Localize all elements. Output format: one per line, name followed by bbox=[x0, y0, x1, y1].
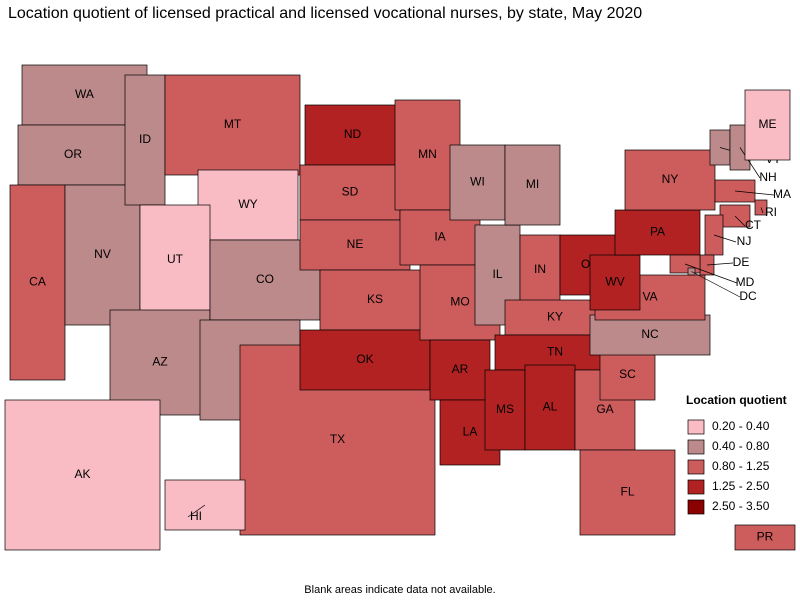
state bbox=[614, 209, 701, 256]
state-label: SC bbox=[619, 367, 636, 381]
state-label: RI bbox=[765, 205, 777, 219]
state-label: ND bbox=[344, 127, 362, 141]
legend-swatch bbox=[687, 439, 705, 455]
state bbox=[624, 149, 716, 211]
state-label: FL bbox=[620, 485, 634, 499]
state-label: MD bbox=[736, 275, 755, 289]
state-label: KY bbox=[547, 310, 563, 324]
state-label: MI bbox=[526, 177, 539, 191]
leader-line bbox=[684, 263, 738, 284]
leader-line bbox=[760, 207, 764, 214]
state-label: NV bbox=[94, 247, 111, 261]
state-label: SD bbox=[342, 185, 359, 199]
state bbox=[599, 349, 656, 401]
state-label: MA bbox=[773, 187, 791, 201]
state bbox=[164, 74, 301, 176]
state-label: MS bbox=[496, 402, 514, 416]
state-label: CO bbox=[256, 272, 274, 286]
legend-swatch bbox=[687, 499, 705, 515]
state-label: OK bbox=[356, 352, 373, 366]
state-label: WA bbox=[75, 87, 94, 101]
state bbox=[524, 364, 576, 451]
state bbox=[394, 99, 461, 211]
state-label: PR bbox=[757, 530, 774, 544]
state bbox=[734, 524, 796, 551]
leader-line bbox=[713, 234, 737, 243]
state bbox=[304, 104, 401, 166]
footnote: Blank areas indicate data not available. bbox=[304, 584, 495, 596]
state-label: LA bbox=[463, 425, 478, 439]
state-label: TN bbox=[547, 345, 563, 359]
legend-label: 2.50 - 3.50 bbox=[712, 499, 770, 513]
state-label: UT bbox=[167, 252, 184, 266]
state-label: NH bbox=[759, 170, 776, 184]
state bbox=[299, 164, 401, 221]
state bbox=[9, 184, 66, 381]
state-label: CT bbox=[745, 218, 762, 232]
leader-line bbox=[706, 262, 734, 266]
state-label: NJ bbox=[737, 234, 752, 248]
legend-title: Location quotient bbox=[686, 393, 787, 407]
legend-swatch bbox=[687, 459, 705, 475]
state-label: MO bbox=[450, 295, 469, 309]
state bbox=[579, 449, 676, 536]
state-label: DE bbox=[733, 255, 750, 269]
state-label: GA bbox=[596, 402, 613, 416]
state-label: WI bbox=[470, 175, 485, 189]
state bbox=[17, 124, 129, 186]
state-label: WY bbox=[238, 197, 257, 211]
state-label: AL bbox=[543, 400, 558, 414]
state-label: MN bbox=[418, 147, 437, 161]
state-label: IN bbox=[534, 262, 546, 276]
state-label: PA bbox=[650, 225, 665, 239]
state bbox=[504, 144, 561, 226]
state bbox=[124, 74, 166, 206]
state-label: IA bbox=[434, 230, 445, 244]
state-label: AK bbox=[74, 467, 90, 481]
state-label: CA bbox=[29, 275, 46, 289]
state-label: ME bbox=[759, 117, 777, 131]
legend-swatch bbox=[687, 419, 705, 435]
state-label: NY bbox=[662, 172, 679, 186]
state-label: TX bbox=[330, 432, 345, 446]
state-label: VA bbox=[642, 290, 657, 304]
legend-label: 1.25 - 2.50 bbox=[712, 479, 770, 493]
state bbox=[64, 184, 141, 326]
state bbox=[589, 314, 711, 356]
legend-label: 0.80 - 1.25 bbox=[712, 459, 770, 473]
leader-line bbox=[691, 271, 741, 298]
state-label: MT bbox=[224, 117, 242, 131]
state-label: HI bbox=[190, 509, 202, 523]
state-label: DC bbox=[739, 289, 757, 303]
map-title: Location quotient of licensed practical … bbox=[8, 5, 642, 22]
state bbox=[4, 399, 161, 551]
state-label: OR bbox=[64, 147, 82, 161]
leader-line bbox=[739, 147, 761, 179]
state-label: AZ bbox=[152, 355, 167, 369]
state-label: KS bbox=[367, 292, 383, 306]
leader-line bbox=[734, 215, 746, 227]
state bbox=[299, 219, 411, 271]
state-label: NE bbox=[347, 237, 364, 251]
state bbox=[744, 89, 791, 161]
leader-line bbox=[187, 504, 206, 518]
state bbox=[504, 299, 606, 336]
legend-swatch bbox=[687, 479, 705, 495]
state-label: ID bbox=[139, 132, 151, 146]
state-label: WV bbox=[605, 275, 624, 289]
state bbox=[319, 269, 431, 331]
state-label: IL bbox=[492, 267, 502, 281]
state bbox=[139, 204, 211, 316]
legend-label: 0.20 - 0.40 bbox=[712, 419, 770, 433]
leader-line bbox=[734, 190, 775, 196]
state-label: AR bbox=[452, 362, 469, 376]
state-label: NC bbox=[641, 327, 659, 341]
legend-label: 0.40 - 0.80 bbox=[712, 439, 770, 453]
